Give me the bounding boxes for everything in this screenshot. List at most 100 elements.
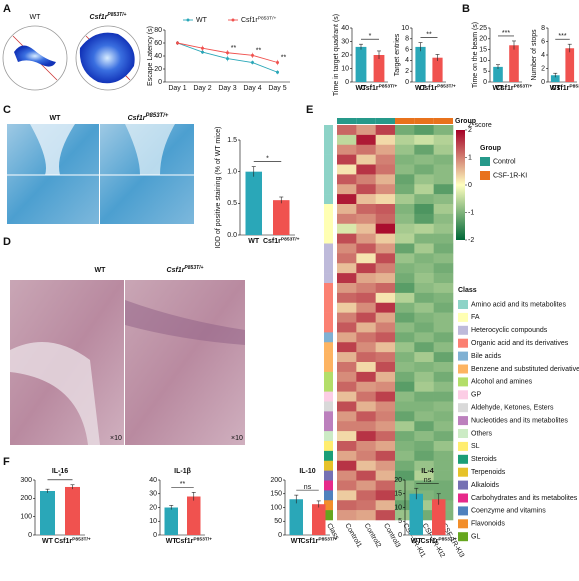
label-text: WT <box>95 267 107 274</box>
x-tick-label-sup: P853T/+ <box>72 537 91 543</box>
y-tick-label: 20 <box>479 36 487 43</box>
heat-cell <box>375 431 396 442</box>
y-tick-label: 10 <box>394 504 402 511</box>
heat-cell <box>337 174 357 185</box>
heat-cell <box>433 362 454 373</box>
heat-cell <box>337 401 357 412</box>
x-tick-label: Csf1rP853T/+ <box>175 537 212 545</box>
heat-cell <box>395 332 415 343</box>
heat-cell <box>433 144 454 155</box>
heat-cell <box>375 154 396 165</box>
heat-cell <box>337 233 357 244</box>
y-tick-label: 0 <box>541 79 545 86</box>
class-cell <box>324 302 333 313</box>
heat-cell <box>433 401 454 412</box>
x-tick-label-sup: P853T/+ <box>437 84 456 90</box>
y-tick-label: 40 <box>149 477 157 484</box>
class-cell <box>324 253 333 264</box>
heat-cell <box>395 342 415 353</box>
colorbar-tick-label: -1 <box>468 209 474 216</box>
heat-cell <box>395 460 415 471</box>
class-cell <box>324 194 333 205</box>
heat-cell <box>375 213 396 225</box>
heat-cell <box>414 184 434 195</box>
heat-cell <box>356 164 376 175</box>
heat-cell <box>414 342 434 353</box>
y-tick-label: 50 <box>274 518 282 525</box>
y-tick-label: 2 <box>405 68 409 75</box>
point <box>176 41 179 45</box>
stain-image <box>7 124 194 224</box>
heat-cell <box>414 401 434 412</box>
class-cell <box>324 154 333 165</box>
heat-cell <box>375 510 396 521</box>
heat-cell <box>433 490 454 501</box>
legend-swatch <box>458 416 468 426</box>
y-tick-label: 15 <box>479 46 487 53</box>
bar <box>415 46 426 82</box>
heat-cell <box>375 322 396 333</box>
heat-cell <box>375 312 396 323</box>
heat-cell <box>395 381 415 392</box>
heat-cell <box>375 332 396 343</box>
heat-cell <box>356 352 376 363</box>
heat-cell <box>337 391 357 402</box>
heat-cell <box>395 213 415 225</box>
heat-cell <box>414 263 434 274</box>
heat-cell <box>414 164 434 175</box>
bar <box>289 499 303 535</box>
heat-cell <box>395 470 415 481</box>
heat-cell <box>433 302 454 313</box>
heat-cell <box>395 184 415 195</box>
x-tick-label: Csf1rP853T/+ <box>263 237 300 245</box>
bar <box>312 504 326 535</box>
heat-cell <box>337 292 357 304</box>
bar <box>65 486 80 535</box>
heat-cell <box>395 125 415 136</box>
heat-cell <box>414 125 434 136</box>
y-tick-label: 5 <box>398 518 402 525</box>
legend-label: Benzene and substituted derivatives <box>471 366 579 373</box>
heat-cell <box>433 292 454 304</box>
x-tick-label-text: Csf1r <box>175 538 193 545</box>
bar <box>245 171 262 235</box>
significance: ns <box>304 484 312 491</box>
heat-cell <box>395 292 415 304</box>
panel-label: B <box>462 3 470 15</box>
y-tick-label: 6 <box>541 38 545 45</box>
legend-swatch <box>458 467 468 477</box>
class-cell <box>324 450 333 462</box>
legend-swatch <box>458 532 468 542</box>
heat-cell <box>337 500 357 511</box>
group-cell <box>337 118 357 124</box>
y-tick-label: 0 <box>278 532 282 539</box>
heat-cell <box>433 431 454 442</box>
heat-cell <box>395 174 415 185</box>
x-tick-label-sup: P853T/+ <box>438 537 457 543</box>
legend-label: Aldehyde, Ketones, Esters <box>471 405 554 412</box>
x-tick-label: Day 2 <box>193 85 211 92</box>
heat-cell <box>433 253 454 264</box>
heat-cell <box>356 174 376 185</box>
heat-cell <box>356 302 376 313</box>
heat-cell <box>375 401 396 412</box>
x-tick-label: Day 4 <box>243 85 261 92</box>
heat-cell <box>356 194 376 205</box>
heat-cell <box>433 460 454 471</box>
legend-label: Organic acid and its derivatives <box>471 340 569 347</box>
x-tick-label: Csf1rP853T/+ <box>300 537 337 545</box>
heat-cell <box>414 421 434 432</box>
heat-cell <box>375 164 396 175</box>
x-tick-label: WT <box>493 85 505 92</box>
point <box>251 53 254 57</box>
legend-dot <box>186 18 190 22</box>
legend-label: Alkaloids <box>471 482 500 489</box>
heat-cell <box>375 500 396 511</box>
y-tick-label: 0.5 <box>227 200 237 207</box>
y-tick-label: 0.0 <box>227 232 237 239</box>
legend-label: WT <box>196 17 208 24</box>
heat-cell <box>337 184 357 195</box>
bar <box>273 200 290 235</box>
heat-cell <box>395 204 415 215</box>
legend-label: Flavonoids <box>471 521 505 528</box>
